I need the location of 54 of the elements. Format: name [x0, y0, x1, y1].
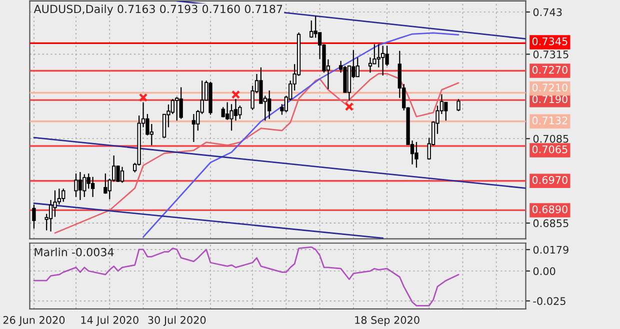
- y-tick-label: 0.6855: [533, 219, 568, 228]
- line-series: [33, 246, 460, 306]
- x-tick-label: 18 Sep 2020: [355, 316, 420, 326]
- candlestick: [381, 45, 385, 76]
- candlestick: [456, 98, 460, 112]
- candlestick: [86, 172, 90, 190]
- y-tick-label: 0.00: [533, 267, 556, 276]
- chart-title: AUDUSD,Daily 0.7163 0.7193 0.7160 0.7187: [34, 4, 282, 16]
- line-series: [54, 72, 460, 234]
- candlestick: [57, 188, 62, 205]
- ref-line-label: 0.6970: [532, 176, 568, 184]
- candlestick: [32, 204, 36, 230]
- ref-line-label: 0.7132: [532, 116, 568, 124]
- y-tick-label: 0.0179: [533, 246, 568, 254]
- candlestick: [368, 56, 372, 74]
- candlestick: [48, 199, 53, 232]
- candlestick: [62, 188, 66, 202]
- candlestick: [225, 102, 230, 120]
- candlestick: [170, 98, 175, 115]
- candlestick: [356, 56, 360, 78]
- candlestick: [175, 96, 179, 122]
- ref-line-label: 0.7270: [532, 66, 568, 74]
- candlestick: [221, 106, 225, 118]
- ref-line-label: 0.7190: [532, 95, 568, 104]
- candlestick: [162, 113, 166, 138]
- y-tick-label: 0.7085: [533, 134, 568, 143]
- candlestick: [376, 44, 380, 68]
- point: [344, 102, 354, 112]
- ref-line-label: 0.7210: [532, 84, 568, 92]
- candlestick: [120, 166, 124, 184]
- candlestick: [90, 176, 95, 198]
- line-series: [142, 32, 460, 238]
- candlestick: [78, 171, 82, 200]
- x-tick-label: 14 Jul 2020: [81, 316, 138, 326]
- y-tick-label: 0.7315: [533, 50, 568, 58]
- annotation: Marlin -0.0034: [34, 248, 114, 256]
- candlestick: [82, 174, 86, 198]
- y-tick-label: -0.025: [533, 297, 566, 306]
- ref-line-label: 0.7065: [532, 145, 568, 154]
- x-tick-label: 26 Jun 2020: [3, 316, 65, 326]
- ref-line-label: 0.6890: [532, 205, 568, 214]
- candlestick: [192, 113, 196, 142]
- candlestick: [74, 172, 78, 198]
- x-tick-label: 30 Jul 2020: [148, 316, 206, 326]
- y-tick-label: 0.743: [533, 8, 562, 16]
- candlestick: [268, 90, 272, 120]
- point: [231, 90, 240, 99]
- candlestick: [444, 102, 448, 122]
- candlestick: [179, 86, 183, 120]
- ref-line-label: 0.7345: [532, 37, 568, 46]
- point: [138, 93, 148, 102]
- candlestick: [310, 20, 314, 38]
- candlestick: [234, 98, 238, 122]
- candlestick: [414, 141, 418, 168]
